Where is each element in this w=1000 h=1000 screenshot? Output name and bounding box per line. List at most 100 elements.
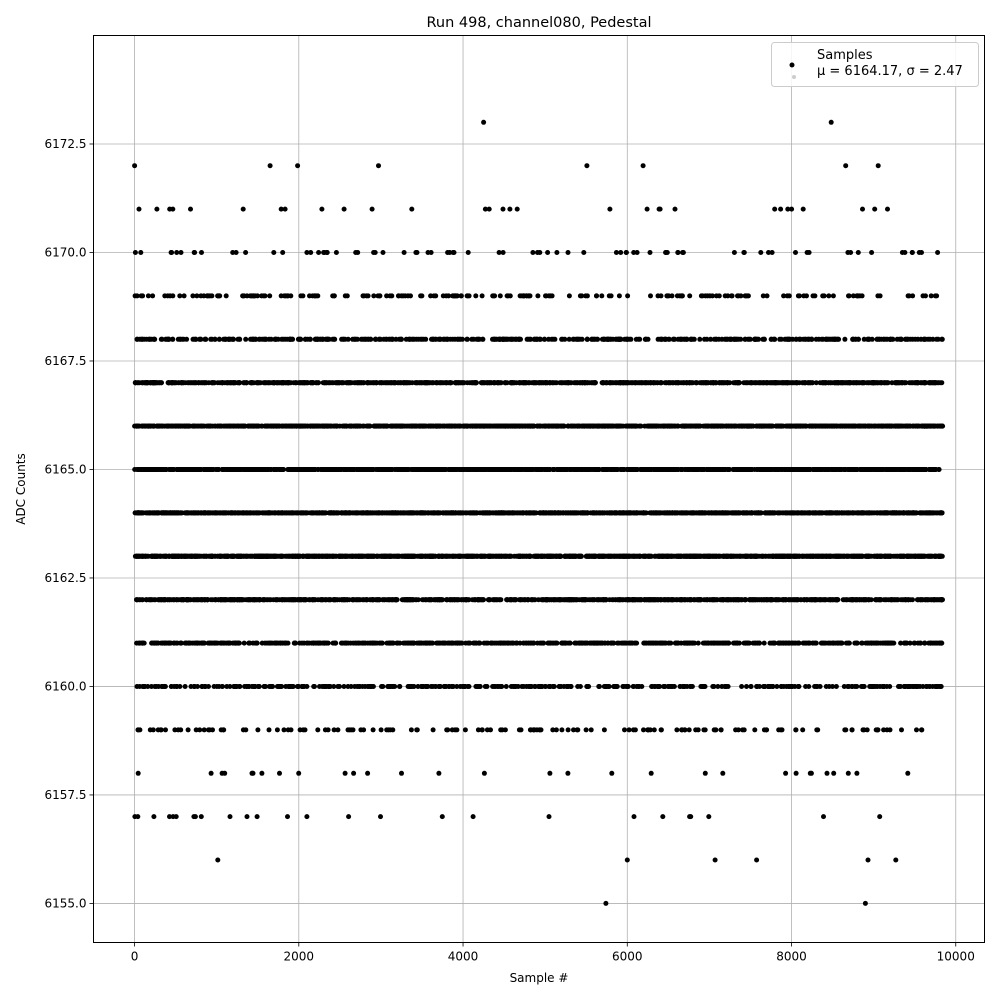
data-point (854, 640, 860, 646)
data-point (536, 684, 542, 689)
data-point (793, 727, 799, 733)
data-point (676, 597, 682, 603)
data-point (850, 684, 855, 689)
data-point (653, 597, 659, 603)
data-point (227, 814, 233, 820)
data-point (631, 684, 637, 689)
data-point (626, 727, 632, 733)
data-point (685, 640, 691, 646)
data-point (289, 684, 295, 689)
data-point (415, 597, 421, 603)
data-point (752, 597, 758, 603)
data-point (860, 727, 866, 733)
data-point (297, 640, 303, 646)
data-point (462, 727, 468, 733)
data-point (659, 553, 665, 559)
data-point (234, 597, 240, 603)
data-point (837, 640, 843, 646)
data-point (370, 727, 376, 733)
data-point (851, 597, 857, 603)
data-point (523, 684, 529, 689)
data-point (549, 597, 555, 603)
data-point (660, 814, 666, 820)
data-point (262, 553, 267, 559)
data-point (652, 640, 658, 646)
data-point (590, 597, 595, 603)
data-point (424, 553, 430, 559)
data-point (185, 597, 191, 603)
data-point (772, 553, 778, 559)
data-point (682, 684, 688, 689)
data-point (859, 640, 865, 646)
data-point (297, 727, 303, 733)
data-point (824, 770, 830, 776)
data-point (815, 684, 820, 689)
data-point (779, 727, 785, 733)
data-point (404, 553, 410, 559)
data-point (331, 553, 337, 559)
data-point (579, 640, 585, 646)
data-point (625, 597, 630, 603)
data-point (700, 640, 706, 646)
data-point (890, 597, 896, 603)
data-point (616, 597, 622, 603)
data-point (365, 770, 371, 776)
data-point (233, 684, 239, 689)
data-point (385, 727, 391, 733)
data-point (547, 770, 553, 776)
data-point (358, 727, 364, 733)
data-point (224, 684, 230, 689)
data-point (476, 597, 481, 603)
data-point (620, 684, 626, 689)
data-point (449, 684, 455, 689)
data-point (550, 727, 556, 733)
data-point (919, 727, 925, 733)
data-point (370, 640, 376, 646)
data-point (901, 684, 907, 689)
data-point (422, 597, 428, 603)
data-point (495, 597, 501, 603)
data-point (863, 597, 869, 603)
data-point (414, 727, 420, 733)
data-point (182, 684, 188, 689)
data-point (437, 640, 443, 646)
data-point (678, 553, 684, 559)
data-point (832, 640, 838, 646)
data-point (490, 684, 496, 689)
data-point (341, 640, 347, 646)
data-point (776, 510, 782, 516)
data-point (384, 640, 390, 646)
data-point (605, 640, 611, 646)
data-point (203, 684, 208, 689)
data-point (770, 684, 776, 689)
data-point (740, 727, 746, 733)
data-point (688, 597, 694, 603)
data-point (734, 597, 740, 603)
data-point (758, 553, 764, 559)
data-point (814, 553, 820, 559)
data-point (211, 640, 217, 646)
data-point (281, 727, 287, 733)
data-point (135, 814, 141, 820)
data-point (360, 640, 366, 646)
data-point (798, 597, 804, 603)
data-point (831, 770, 837, 776)
data-point (458, 597, 464, 603)
data-point (698, 684, 704, 689)
data-point (638, 597, 644, 603)
data-point (182, 640, 188, 646)
data-point (486, 597, 492, 603)
data-point (449, 640, 455, 646)
data-point (631, 727, 636, 733)
data-point (671, 684, 677, 689)
scatter-points (132, 119, 946, 906)
data-point (289, 553, 295, 559)
data-point (854, 770, 860, 776)
data-point (261, 597, 267, 603)
data-point (341, 684, 347, 689)
data-point (509, 597, 515, 603)
data-point (349, 597, 355, 603)
data-point (352, 684, 358, 689)
data-point (390, 640, 396, 646)
data-point (733, 727, 739, 733)
